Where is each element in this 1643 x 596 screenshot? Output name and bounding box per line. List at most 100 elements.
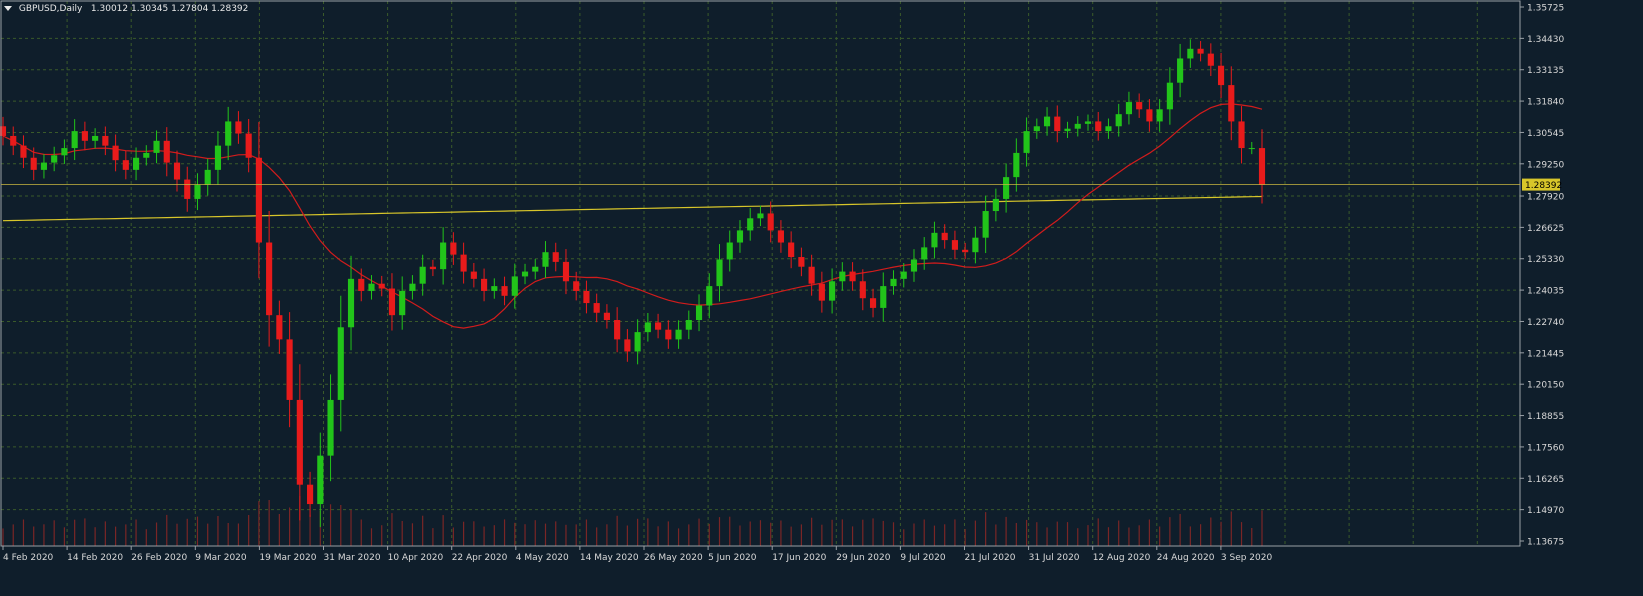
ma-fast-line [2,103,1263,329]
candle-body [102,135,109,146]
date-tick-label: 5 Jun 2020 [708,553,757,563]
candle-body [470,271,477,279]
moving-averages [2,103,1263,329]
candle-body [388,288,396,316]
ma-slow-line [2,195,1263,222]
date-tick-label: 4 May 2020 [516,553,569,563]
price-tick-label: 1.25330 [1527,255,1564,265]
candle-body [685,320,692,330]
candle-body [0,126,7,136]
candle-body [194,184,201,199]
date-tick-label: 26 May 2020 [644,553,703,563]
symbol-label: GBPUSD,Daily [18,4,83,14]
current-price-tag [1522,178,1560,191]
candle-body [122,160,129,170]
candle-body [173,162,181,180]
candle-body [481,278,488,291]
candle-body [1105,126,1112,132]
candle-body [675,329,682,340]
candle-body [614,320,621,340]
candle-body [51,155,58,163]
menu-triangle-icon[interactable] [4,6,12,11]
candle-body [992,198,999,212]
candle-body [276,315,283,340]
candle-body [1187,48,1194,59]
candle-body [644,322,651,333]
date-tick-label: 14 May 2020 [580,553,639,563]
candle-body [204,169,211,185]
candle-body [777,230,784,243]
candle-body [1217,65,1225,86]
candle-body [40,162,48,170]
candle-body [829,281,836,301]
price-tick-label: 1.26625 [1527,224,1564,234]
candle-body [1125,102,1133,115]
candle-body [337,327,344,400]
candle-body [71,131,78,149]
candle-body [1228,85,1235,122]
date-tick-label: 12 Aug 2020 [1093,553,1151,563]
date-tick-label: 4 Feb 2020 [3,553,54,563]
candle-body [501,286,508,296]
candle-body [61,148,68,156]
candle-body [931,232,938,248]
candle-body [849,271,856,282]
candle-body [808,266,815,284]
candle-body [583,290,590,304]
candle-body [112,145,119,161]
candle-body [603,312,610,321]
candle-body [818,283,825,301]
date-tick-label: 17 Jun 2020 [772,553,826,563]
candle-body [695,305,703,321]
candle-body [409,283,416,291]
candle-body [184,179,191,199]
date-tick-label: 10 Apr 2020 [388,553,444,563]
price-tick-label: 1.13675 [1527,538,1564,548]
candle-body [1043,116,1051,127]
candle-body [1136,102,1143,110]
candle-body [716,259,723,287]
volume-bars [2,496,1263,546]
candle-body [81,131,88,141]
candle-body [1207,53,1214,66]
candle-body [941,232,948,241]
price-tick-label: 1.20150 [1527,381,1564,391]
price-tick-label: 1.18855 [1527,412,1564,422]
candle-body [1033,126,1040,132]
candle-body [921,247,928,260]
candle-body [736,230,744,243]
price-tick-label: 1.35725 [1527,4,1564,14]
date-tick-label: 21 Jul 2020 [965,553,1016,563]
candle-body [900,271,907,279]
candle-body [962,249,969,253]
candle-body [1156,109,1163,122]
candle-body [562,261,570,282]
candle-body [972,237,979,253]
candle-body [307,484,314,505]
candle-body [1248,148,1255,150]
candle-body [1084,121,1092,124]
candle-body [153,140,160,153]
candle-body [839,271,846,282]
candle-body [20,145,27,158]
plot-frame [0,0,1521,547]
date-tick-label: 3 Sep 2020 [1221,553,1273,563]
price-tick-label: 1.34430 [1527,35,1564,45]
candle-body [419,266,426,284]
candle-body [880,286,887,308]
candle-body [511,276,518,296]
candle-body [573,281,580,291]
candle-body [532,266,539,272]
candle-body [910,259,918,272]
candle-body [317,455,324,505]
ohlc-readout: 1.30012 1.30345 1.27804 1.28392 [90,4,249,14]
candle-body [1095,121,1102,132]
current-price-label: 1.28392 [1525,181,1562,191]
candle-body [1258,148,1266,185]
candle-body [859,281,866,299]
price-tick-label: 1.29250 [1527,160,1564,170]
candle-body [1146,109,1153,122]
candle-body [347,278,355,328]
